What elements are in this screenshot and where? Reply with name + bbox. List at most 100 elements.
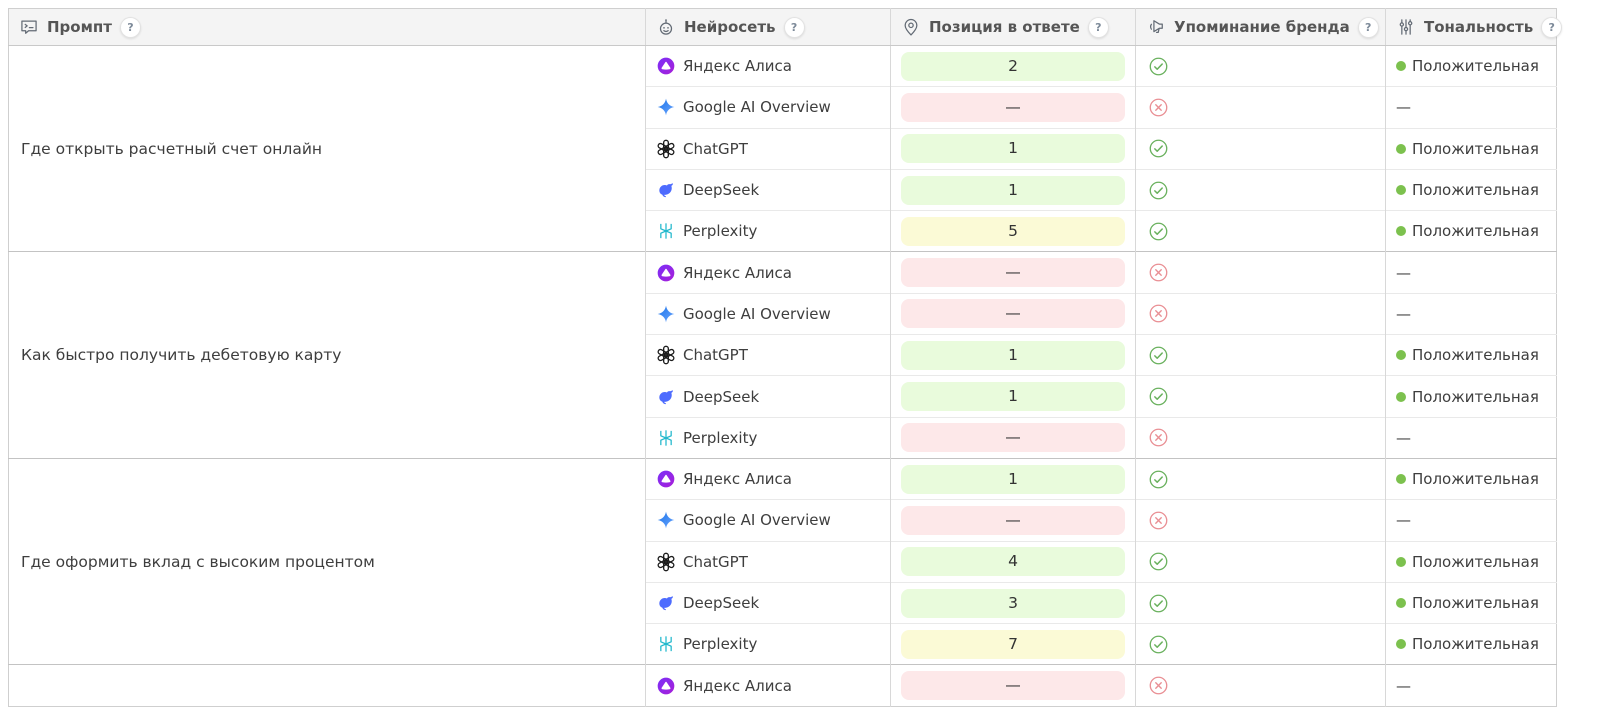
model-cell: ChatGPT [645,334,891,376]
check-circle-icon [1148,345,1169,366]
position-badge: 1 [901,464,1125,494]
table-row: Perplexity 5 Положительная [9,210,1557,252]
position-badge: 5 [901,216,1125,246]
col-header-tonality: Тональность ? [1385,8,1563,46]
megaphone-icon [1146,17,1166,37]
tonality-dot-icon [1396,143,1406,154]
position-cell: — [890,251,1136,294]
tonality-cell: Положительная [1385,540,1557,583]
deepseek-icon [656,180,676,200]
yandex-alice-icon [656,263,676,283]
brand-mention-cell [1135,292,1386,335]
table-row: ChatGPT 1 Положительная [9,127,1557,170]
position-cell: — [890,664,1136,707]
check-circle-icon [1148,138,1169,159]
cross-circle-icon [1148,510,1169,531]
help-icon[interactable]: ? [783,16,805,38]
google-ai-icon [656,510,676,530]
position-badge: 3 [901,588,1125,618]
google-ai-icon [656,304,676,324]
chatgpt-icon [656,139,676,159]
tonality-dot-icon [1396,556,1406,567]
cross-circle-icon [1148,675,1169,696]
tonality-cell: — [1385,416,1557,459]
prompt-text: Где оформить вклад с высоким процентом [21,552,375,571]
model-cell: Perplexity [645,623,891,665]
col-header-brand-mention: Упоминание бренда ? [1135,8,1386,46]
model-name: Google AI Overview [683,98,831,117]
position-badge: — [901,258,1125,288]
tonality-cell: — [1385,292,1557,335]
sliders-icon [1396,17,1416,37]
model-name: ChatGPT [683,552,748,571]
table-row: Google AI Overview — — [9,86,1557,129]
prompt-icon [19,17,39,37]
position-badge: — [901,299,1125,329]
help-icon[interactable]: ? [1541,16,1563,38]
brand-mention-cell [1135,127,1386,170]
chatgpt-icon [656,345,676,365]
position-cell: 5 [890,210,1136,252]
position-cell: — [890,292,1136,335]
model-cell: Google AI Overview [645,499,891,542]
position-cell: — [890,499,1136,542]
chatgpt-icon [656,552,676,572]
prompt-text: Как быстро получить дебетовую карту [21,346,342,365]
check-circle-icon [1148,386,1169,407]
position-cell: 4 [890,540,1136,583]
cross-circle-icon [1148,427,1169,448]
tonality-label: — [1396,511,1411,530]
results-table: Промпт ? Нейросеть ? Позиция в ответе [8,8,1563,707]
col-header-position: Позиция в ответе ? [890,8,1136,46]
deepseek-icon [656,593,676,613]
tonality-dot-icon [1396,350,1406,361]
tonality-cell: Положительная [1385,334,1557,376]
help-icon[interactable]: ? [1087,16,1109,38]
model-name: Яндекс Алиса [683,57,792,76]
tonality-dot-icon [1396,639,1406,650]
brand-mention-cell [1135,86,1386,129]
tonality-label: — [1396,676,1411,695]
tonality-cell: Положительная [1385,623,1557,665]
help-icon[interactable]: ? [1357,16,1379,38]
position-badge: 1 [901,382,1125,412]
brand-mention-cell [1135,457,1386,500]
model-cell: Perplexity [645,210,891,252]
yandex-alice-icon [656,469,676,489]
tonality-cell: — [1385,86,1557,129]
prompt-cell: Где оформить вклад с высоким процентом [8,457,646,665]
brand-mention-cell [1135,334,1386,376]
prompt-cell: Как быстро получить дебетовую карту [8,251,646,459]
table-row: Где оформить вклад с высоким процентом Ян… [8,457,1557,665]
tonality-cell: Положительная [1385,44,1557,87]
tonality-cell: Положительная [1385,210,1557,252]
tonality-cell: Положительная [1385,581,1557,624]
model-name: ChatGPT [683,346,748,365]
check-circle-icon [1148,593,1169,614]
tonality-cell: — [1385,664,1557,707]
tonality-dot-icon [1396,226,1406,237]
table-row: ChatGPT 1 Положительная [9,334,1557,376]
col-header-prompt: Промпт ? [8,8,646,46]
table-row: Как быстро получить дебетовую карту Яндек… [8,251,1557,459]
brand-mention-cell [1135,375,1386,418]
tonality-cell: — [1385,251,1557,294]
position-cell: 7 [890,623,1136,665]
tonality-label: Положительная [1412,139,1539,158]
position-badge: — [901,423,1125,453]
perplexity-icon [656,634,676,654]
tonality-label: Положительная [1412,222,1539,241]
brand-mention-cell [1135,210,1386,252]
help-icon[interactable]: ? [119,16,141,38]
brand-mention-cell [1135,44,1386,87]
position-cell: 1 [890,334,1136,376]
tonality-cell: Положительная [1385,127,1557,170]
model-name: Google AI Overview [683,511,831,530]
check-circle-icon [1148,551,1169,572]
cross-circle-icon [1148,262,1169,283]
position-cell: 2 [890,44,1136,87]
brand-mention-cell [1135,416,1386,459]
position-badge: 1 [901,175,1125,205]
tonality-dot-icon [1396,474,1406,485]
position-badge: 1 [901,134,1125,164]
